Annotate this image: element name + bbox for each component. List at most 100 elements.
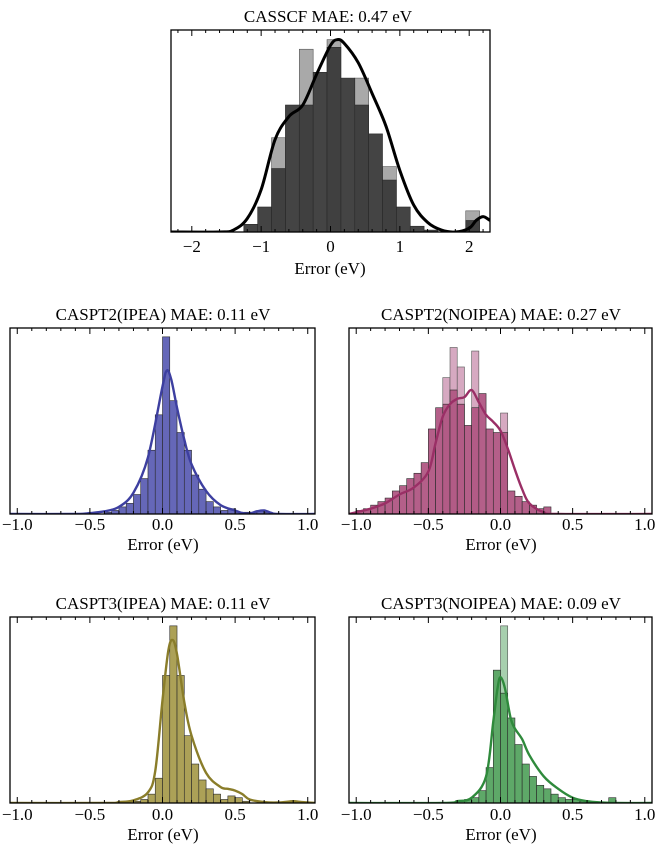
histogram-bar	[198, 488, 207, 514]
histogram-bar	[449, 389, 458, 514]
x-tick-label: 0.5	[224, 515, 245, 534]
x-axis-label: Error (eV)	[294, 259, 365, 278]
histogram-bar	[154, 414, 163, 514]
x-axis-label: Error (eV)	[127, 535, 198, 554]
histogram-bar	[500, 692, 509, 803]
x-tick-label: 1.0	[634, 515, 655, 534]
histogram-bar	[191, 474, 200, 514]
histogram-bar	[213, 793, 221, 803]
histogram-bar	[464, 425, 472, 514]
histogram-bar	[205, 788, 214, 803]
x-tick-label: 0.5	[224, 805, 245, 824]
histogram-bar	[396, 206, 411, 232]
x-tick-label: −2	[183, 237, 201, 256]
histogram-bar	[191, 763, 200, 803]
histogram-bar	[183, 735, 192, 803]
histogram-bar	[340, 77, 356, 232]
x-tick-label: 1.0	[297, 805, 318, 824]
histogram-bar	[514, 744, 523, 803]
x-axis-label: Error (eV)	[465, 825, 536, 844]
histogram-bar	[368, 133, 383, 232]
histogram-bar	[420, 462, 429, 514]
histogram-bar	[154, 777, 163, 803]
density-curve	[10, 369, 315, 514]
histogram-bar	[125, 503, 134, 514]
panel-title: CASPT3(IPEA) MAE: 0.11 eV	[56, 594, 271, 613]
histogram-bar	[326, 47, 342, 232]
histogram-bar	[271, 168, 286, 232]
histogram-bar	[382, 179, 397, 232]
histogram-bar	[507, 490, 516, 514]
histogram-bar	[492, 432, 501, 514]
histogram-bar	[354, 104, 369, 232]
x-tick-label: −1.0	[341, 515, 372, 534]
x-tick-label: 0.0	[490, 805, 511, 824]
panel-title: CASPT2(NOIPEA) MAE: 0.27 eV	[381, 305, 622, 324]
histogram-bar	[205, 501, 214, 514]
histogram-bar	[147, 449, 156, 514]
histogram-bar	[471, 407, 480, 514]
x-tick-label: −1.0	[2, 805, 33, 824]
panel-title: CASPT2(IPEA) MAE: 0.11 eV	[56, 305, 271, 324]
histogram-bar	[478, 790, 487, 803]
histogram-bar	[140, 478, 149, 514]
histogram-bar	[456, 403, 465, 514]
histogram-bar	[514, 495, 523, 514]
histogram-bar	[243, 224, 258, 232]
x-tick-label: −0.5	[413, 805, 444, 824]
histogram-bar	[176, 432, 185, 514]
histogram-bar	[507, 717, 516, 803]
x-tick-label: 1	[396, 237, 405, 256]
histogram-bar	[471, 797, 480, 803]
x-tick-label: −0.5	[413, 515, 444, 534]
x-tick-label: 0.0	[152, 515, 173, 534]
histogram-bar	[118, 506, 127, 514]
x-tick-label: −0.5	[74, 805, 105, 824]
histogram-bar	[133, 494, 142, 514]
x-tick-label: −1.0	[2, 515, 33, 534]
histogram-bar	[162, 336, 171, 514]
x-tick-label: 0.0	[490, 515, 511, 534]
x-tick-label: −1	[252, 237, 270, 256]
histogram-bar	[312, 72, 328, 232]
histogram-bar	[285, 104, 300, 232]
panel-title: CASSCF MAE: 0.47 eV	[244, 7, 413, 26]
histogram-bar	[550, 793, 559, 803]
panel-caspt3-noipea: CASPT3(NOIPEA) MAE: 0.09 eV Error (eV) −…	[341, 594, 656, 844]
x-tick-label: −1.0	[341, 805, 372, 824]
x-axis-label: Error (eV)	[127, 825, 198, 844]
histogram-bar	[147, 793, 156, 803]
histogram-bar	[485, 428, 494, 514]
x-tick-label: 1.0	[634, 805, 655, 824]
histogram-bar	[442, 403, 451, 514]
histogram-bar	[298, 104, 314, 232]
x-tick-label: 0.5	[562, 805, 583, 824]
panel-casscf: CASSCF MAE: 0.47 eV Error (eV) −2 −1 0 1 2	[170, 7, 491, 278]
histogram-bar	[409, 225, 425, 232]
histogram-bar	[169, 400, 178, 514]
histogram-bar	[536, 784, 545, 803]
histogram-bar	[500, 432, 509, 514]
histogram-bar	[406, 478, 415, 514]
panel-caspt3-ipea: CASPT3(IPEA) MAE: 0.11 eV Error (eV) −1.…	[2, 594, 319, 844]
x-tick-label: −0.5	[74, 515, 105, 534]
histogram-bar	[521, 763, 530, 803]
x-tick-label: 1.0	[297, 515, 318, 534]
histogram-bar	[213, 506, 221, 514]
x-tick-label: 0	[326, 237, 335, 256]
histogram-bar	[227, 795, 236, 803]
histogram-bar	[234, 797, 243, 803]
histogram-bar	[543, 788, 552, 803]
x-tick-label: 0.0	[152, 805, 173, 824]
density-curve	[349, 388, 652, 514]
panel-caspt2-ipea: CASPT2(IPEA) MAE: 0.11 eV Error (eV) −1.…	[2, 305, 319, 554]
histogram-bar	[257, 206, 272, 232]
histogram-bar	[557, 797, 566, 803]
x-axis-label: Error (eV)	[465, 535, 536, 554]
histogram-bar	[413, 472, 422, 514]
x-tick-label: 0.5	[562, 515, 583, 534]
density-curve	[349, 676, 652, 803]
x-tick-label: 2	[465, 237, 474, 256]
panel-caspt2-noipea: CASPT2(NOIPEA) MAE: 0.27 eV Error (eV) −…	[341, 305, 656, 554]
